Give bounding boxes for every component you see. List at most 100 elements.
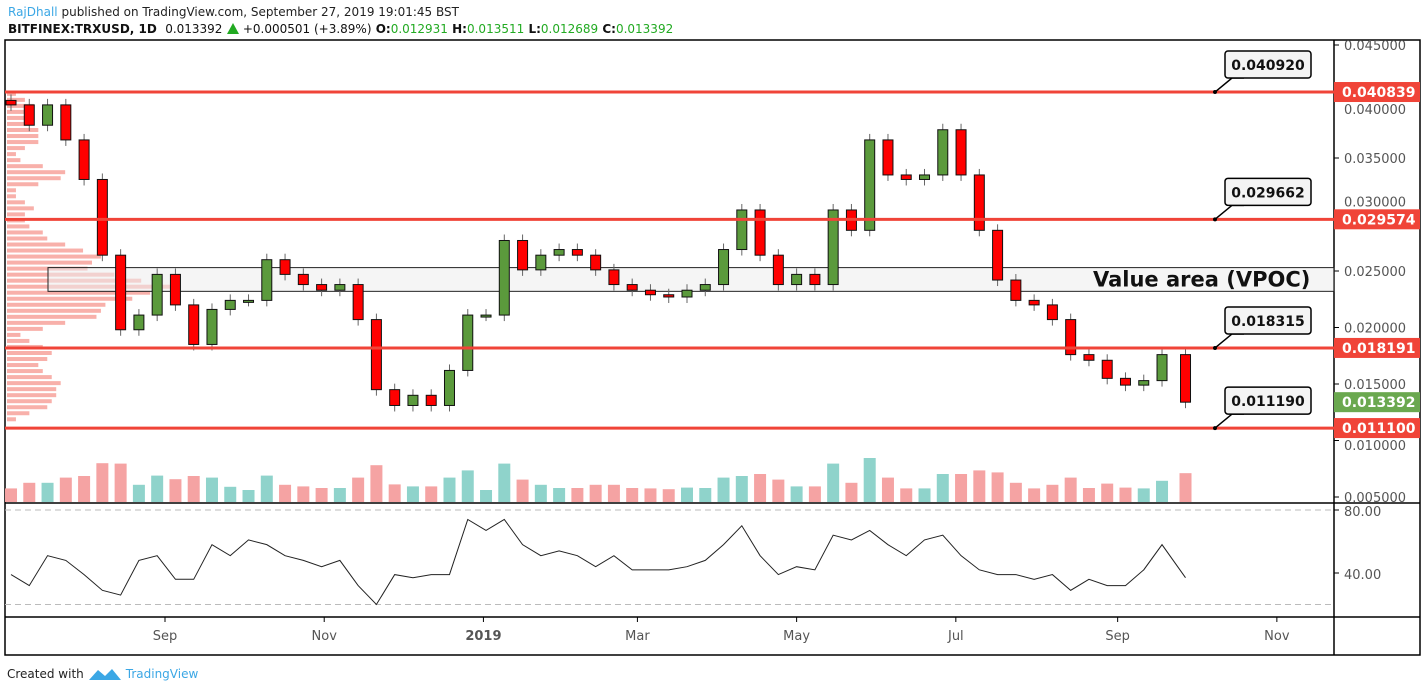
- time-tick-label: Nov: [312, 629, 338, 644]
- volume-profile-bar: [7, 103, 34, 108]
- volume-profile-bar: [7, 242, 66, 247]
- volume-profile-bar: [7, 91, 16, 96]
- candle: [60, 104, 72, 141]
- candle: [882, 139, 894, 176]
- callout-pointer: [1214, 333, 1244, 349]
- footer: Created with TradingView: [7, 666, 198, 682]
- volume-bar: [607, 484, 620, 502]
- symbol-name[interactable]: BITFINEX:TRXUSD, 1D: [8, 22, 157, 36]
- candle: [973, 174, 985, 231]
- rsi-tick-label: 40.00: [1344, 568, 1381, 583]
- volume-profile-bar: [7, 320, 66, 325]
- volume-bar: [96, 463, 109, 502]
- callout-pointer: [1214, 204, 1244, 220]
- volume-profile-bar: [7, 121, 30, 126]
- volume-bar: [1119, 487, 1132, 502]
- candle: [608, 269, 620, 286]
- low-label: L:: [528, 22, 541, 36]
- time-tick-label: Sep: [1105, 629, 1130, 644]
- value-area-label: Value area (VPOC): [1093, 267, 1310, 291]
- volume-bar: [78, 476, 91, 502]
- candle: [900, 174, 912, 180]
- price-callout-label: 0.040920: [1231, 58, 1305, 74]
- tradingview-link[interactable]: TradingView: [125, 667, 199, 681]
- volume-bar: [443, 477, 456, 502]
- candle: [169, 273, 181, 306]
- volume-profile-bar: [7, 338, 30, 343]
- candle: [663, 294, 675, 298]
- volume-bar: [114, 463, 127, 502]
- candle: [571, 249, 583, 256]
- callout-pointer: [1214, 77, 1244, 93]
- price-tick-label: 0.045000: [1344, 39, 1406, 54]
- close-value: 0.013392: [615, 22, 674, 36]
- volume-bar: [918, 488, 931, 502]
- time-tick-label: Mar: [625, 629, 650, 644]
- volume-bar: [1046, 484, 1059, 502]
- volume-bar: [1082, 488, 1095, 502]
- rsi-line: [10, 518, 1186, 606]
- volume-profile-bar: [7, 357, 48, 362]
- level-price-badge: [1334, 82, 1420, 103]
- volume-bar: [169, 479, 182, 502]
- candle: [1065, 319, 1077, 356]
- author-link[interactable]: RajDhall: [8, 5, 58, 19]
- candle: [736, 209, 748, 251]
- volume-profile-bar: [7, 363, 39, 368]
- candle: [462, 314, 474, 371]
- volume-profile-bar: [7, 393, 57, 398]
- candle: [1101, 359, 1113, 379]
- volume-profile-bar: [7, 296, 133, 301]
- price-chart[interactable]: 0.045000 0.040000 0.035000 0.030000 0.025000…: [0, 0, 1426, 660]
- volume-bar: [991, 472, 1004, 502]
- volume-bar: [1137, 488, 1150, 502]
- volume-profile-bar: [7, 158, 21, 163]
- volume-profile-bar: [7, 128, 39, 133]
- candle: [1119, 377, 1131, 386]
- open-value: 0.012931: [390, 22, 448, 36]
- candle: [699, 284, 711, 291]
- high-value: 0.013511: [466, 22, 525, 36]
- candle: [754, 209, 766, 256]
- volume-profile-bar: [7, 206, 34, 211]
- volume-bar: [1028, 488, 1041, 502]
- open-label: O:: [375, 22, 391, 36]
- publish-text: published on TradingView.com, September …: [61, 5, 459, 19]
- price-callout: [1224, 306, 1312, 335]
- volume-profile-bar: [7, 387, 57, 392]
- volume-bar: [571, 488, 584, 502]
- volume-profile-bar: [7, 109, 30, 114]
- candle: [23, 104, 35, 126]
- volume-profile-bar: [7, 146, 25, 151]
- candle: [772, 254, 784, 286]
- volume-bar: [936, 474, 949, 502]
- volume-profile-bar: [7, 248, 84, 253]
- volume-profile-bar: [7, 369, 43, 374]
- candle: [1010, 279, 1022, 301]
- candle: [992, 229, 1004, 281]
- candle: [279, 259, 291, 275]
- volume-bar: [1156, 480, 1169, 502]
- created-with-text: Created with: [7, 667, 84, 681]
- candle: [480, 314, 492, 318]
- last-price: 0.013392: [165, 22, 223, 36]
- volume-profile-bar: [7, 375, 52, 380]
- candle: [425, 394, 437, 406]
- candle: [96, 178, 108, 256]
- candle: [316, 284, 328, 291]
- volume-bar: [644, 488, 657, 502]
- low-value: 0.012689: [540, 22, 599, 36]
- volume-profile-bar: [7, 411, 30, 416]
- volume-bar: [681, 487, 693, 502]
- volume-bar: [534, 484, 547, 502]
- volume-bar: [279, 484, 292, 502]
- volume-bar: [881, 477, 894, 502]
- candle: [407, 394, 419, 406]
- volume-bar: [315, 488, 328, 502]
- level-price-badge: [1334, 337, 1420, 358]
- volume-profile-bar: [7, 152, 16, 157]
- candle: [151, 273, 163, 316]
- volume-profile-bar: [7, 115, 30, 120]
- price-callout-label: 0.018315: [1231, 314, 1305, 330]
- volume-bar: [425, 486, 438, 502]
